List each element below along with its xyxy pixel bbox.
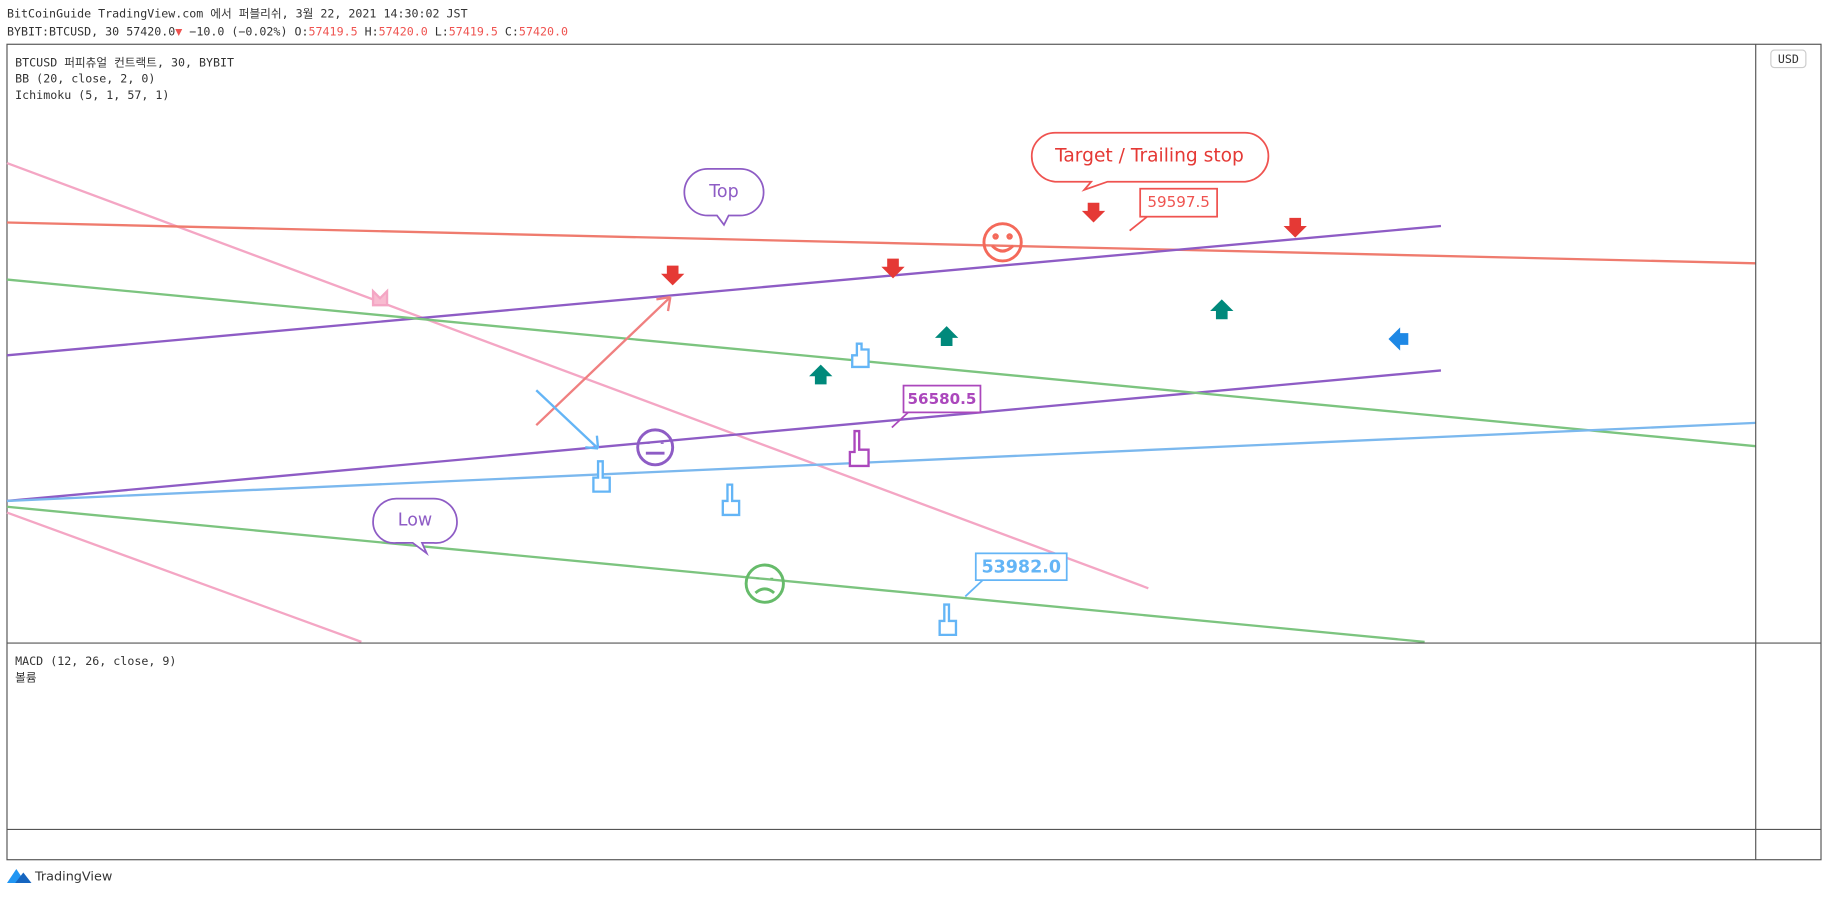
arrow <box>535 389 600 450</box>
change: −10.0 (−0.02%) <box>189 24 287 38</box>
callout-pointer <box>891 411 909 429</box>
up-arrow <box>1210 299 1234 320</box>
annotation: 59597.5 <box>1147 193 1210 211</box>
callout-box <box>1030 131 1270 192</box>
trend-line <box>6 505 1425 644</box>
callout-pointer <box>964 579 984 598</box>
l-value: 57419.5 <box>449 24 498 38</box>
arrow <box>535 295 672 427</box>
down-arrow <box>1283 217 1307 238</box>
frame <box>6 43 1822 861</box>
currency: USD <box>1778 52 1799 66</box>
trend-line <box>6 224 1442 357</box>
c-label: C: <box>505 24 519 38</box>
callout-box <box>974 552 1068 582</box>
volume-title: 볼륨 <box>15 670 37 684</box>
h-value: 57420.0 <box>379 24 428 38</box>
up-arrow <box>934 326 959 346</box>
h-label: H: <box>365 24 379 38</box>
trend-line <box>6 161 1149 590</box>
price-axis <box>1756 45 1820 859</box>
brand: TradingView <box>34 870 112 885</box>
annotation: 56580.5 <box>908 390 977 408</box>
annotation: Top <box>708 182 738 202</box>
currency-box <box>1770 49 1807 69</box>
callout-box <box>683 168 765 227</box>
header-line: BitCoinGuide TradingView.com 에서 퍼블리쉬, 3월… <box>7 6 468 20</box>
neutral-face <box>636 428 675 467</box>
trend-line <box>6 421 1756 503</box>
sad-face <box>744 563 785 604</box>
callout-box <box>1139 187 1218 218</box>
legend-indicator: BB (20, close, 2, 0) <box>15 72 155 86</box>
callout-pointer <box>1129 215 1148 232</box>
logo <box>6 869 32 884</box>
legend-title: BTCUSD 퍼피츄얼 컨트랙트, 30, BYBIT <box>15 55 234 69</box>
o-value: 57419.5 <box>309 24 358 38</box>
callout-box <box>372 497 458 557</box>
up-arrow <box>809 364 833 385</box>
annotation: Target / Trailing stop <box>1054 146 1244 167</box>
down-arrow <box>661 265 685 286</box>
legend-indicator: Ichimoku (5, 1, 57, 1) <box>15 88 169 102</box>
trend-line <box>6 369 1442 503</box>
smiley <box>982 222 1023 263</box>
c-value: 57420.0 <box>519 24 568 38</box>
drawings <box>6 161 1756 644</box>
trend-line <box>6 511 362 643</box>
o-label: O: <box>294 24 308 38</box>
callout-box <box>902 384 982 414</box>
markers <box>371 202 1409 637</box>
macd-title: MACD (12, 26, close, 9) <box>15 654 176 668</box>
down-arrow <box>881 258 905 279</box>
direction: ▼ <box>175 24 182 38</box>
pointer-hands <box>371 288 958 637</box>
trend-line <box>6 278 1756 448</box>
l-label: L: <box>435 24 449 38</box>
symbol: BYBIT:BTCUSD, 30 <box>7 24 119 38</box>
callouts: Top Low Target / Trailing stop 59597.5 5… <box>372 131 1270 598</box>
down-arrow <box>1081 202 1106 223</box>
price: 57420.0 <box>126 24 175 38</box>
trend-line <box>6 221 1756 265</box>
annotation: 53982.0 <box>981 557 1061 577</box>
header-quote: BYBIT:BTCUSD, 30 57420.0▼ −10.0 (−0.02%)… <box>7 24 568 38</box>
left-arrow <box>1388 327 1409 351</box>
annotation: Low <box>398 511 432 531</box>
